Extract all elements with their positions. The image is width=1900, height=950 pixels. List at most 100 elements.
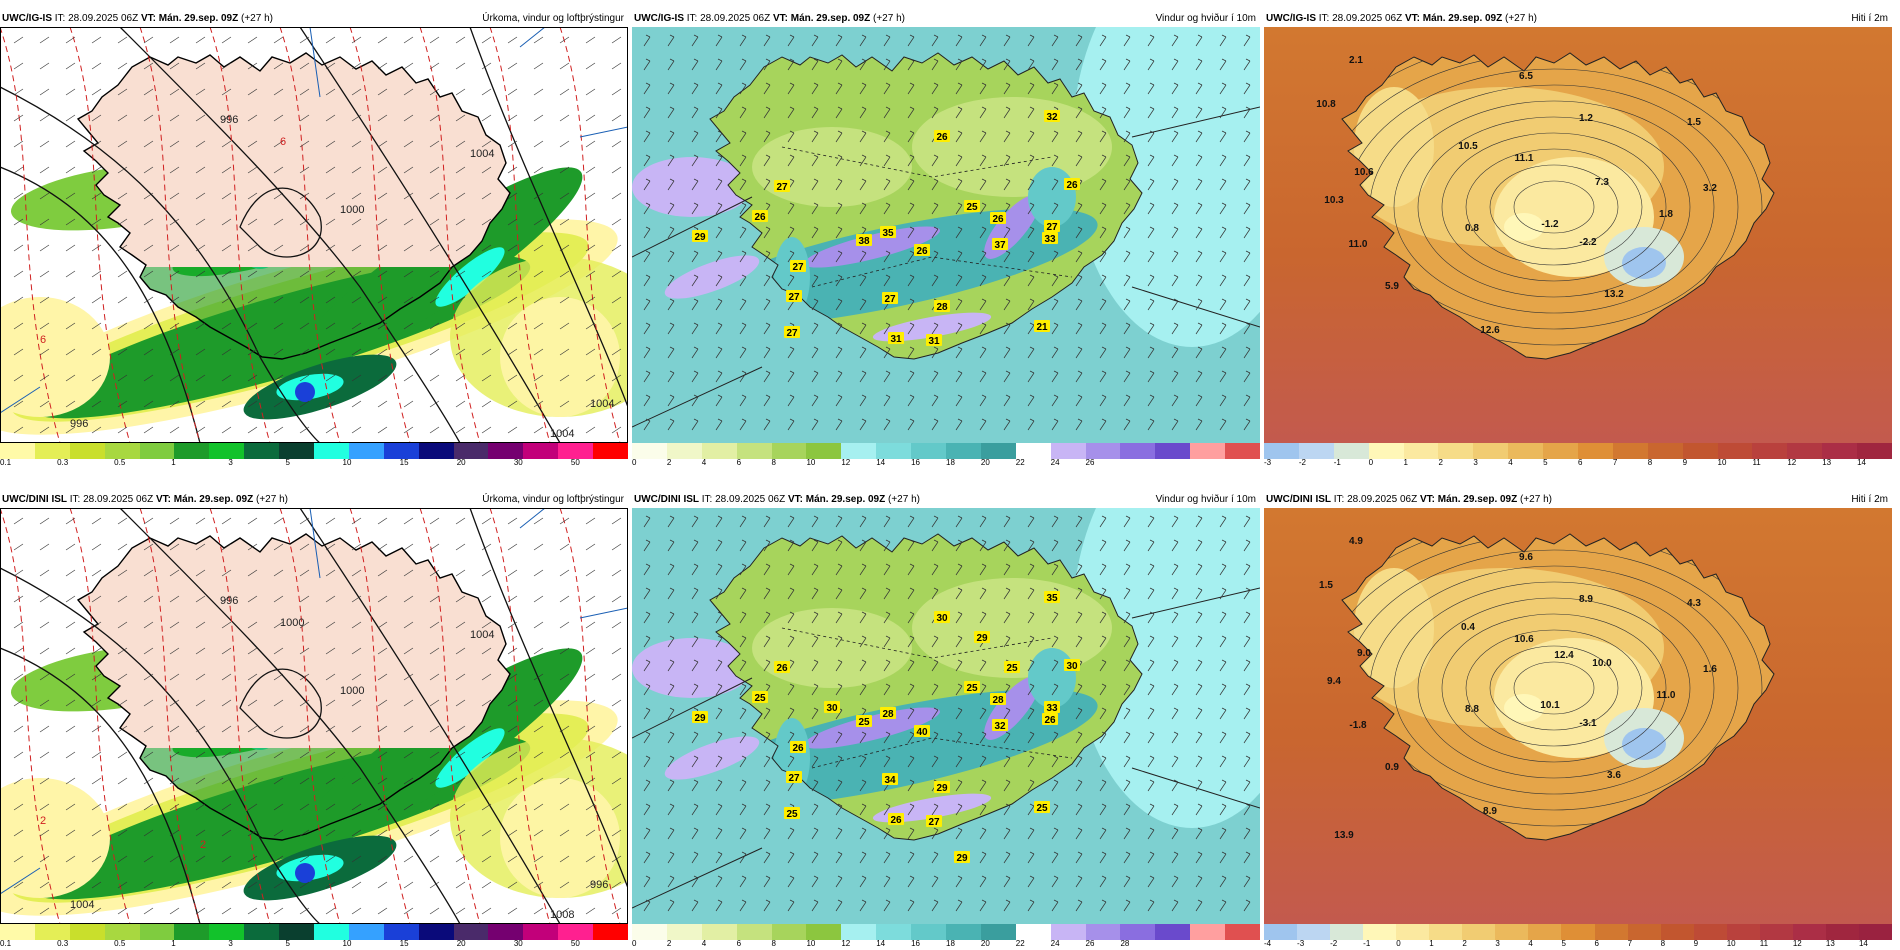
- gust-label: 31: [890, 334, 902, 345]
- colorbar-tick: 4: [1508, 458, 1513, 467]
- colorbar-swatch: [736, 443, 773, 459]
- gust-label: 27: [788, 773, 800, 784]
- temp-label: 11.0: [1349, 239, 1368, 250]
- colorbar-tick: -3: [1297, 939, 1305, 948]
- panel-title-text: Hiti í 2m: [1851, 494, 1888, 505]
- colorbar-tick: 0: [1396, 939, 1401, 948]
- colorbar-tick: 50: [570, 939, 580, 948]
- colorbar-swatch: [771, 443, 807, 459]
- gust-label: 26: [754, 212, 766, 223]
- colorbar-swatch: [104, 443, 141, 459]
- colorbar-tick: 7: [1627, 939, 1633, 948]
- colorbar-tick: 24: [1050, 458, 1060, 467]
- isobar-label: 1000: [280, 617, 304, 629]
- panel-title: Úrkoma, vindur og loftþrýstingur: [482, 492, 624, 508]
- colorbar-tick: 1: [171, 458, 176, 467]
- gust-label: 29: [936, 783, 948, 794]
- gust-label: 27: [788, 292, 800, 303]
- gust-label: 28: [936, 302, 948, 313]
- colorbar-swatch: [1429, 924, 1463, 940]
- panel-title: Hiti í 2m: [1851, 492, 1888, 508]
- gust-label-box: [786, 290, 802, 302]
- colorbar-tick: 8: [1647, 458, 1653, 467]
- colorbar-swatch: [1682, 443, 1719, 459]
- colorbar-swatch: [69, 443, 106, 459]
- colorbar-swatch: [736, 924, 773, 940]
- gust-label: 33: [1044, 234, 1056, 245]
- colorbar-swatch: [488, 443, 524, 459]
- colorbar-swatch: [1438, 443, 1474, 459]
- gust-label-box: [914, 725, 930, 737]
- colorbar-swatch: [1225, 443, 1261, 459]
- colorbar-swatch: [593, 924, 629, 940]
- colorbar-tick: 1: [1403, 458, 1408, 467]
- gust-label: 26: [890, 815, 902, 826]
- temp-label: 1.6: [1703, 664, 1717, 675]
- gust-label-box: [990, 693, 1006, 705]
- gust-label-box: [990, 212, 1006, 224]
- gust-label-box: [880, 226, 896, 238]
- colorbar-swatch: [139, 443, 175, 459]
- map-svg: 27 26 29 27 27 27 38 35 26 27 31 28 31 26 26 32 26 25 37 33…: [632, 27, 1260, 443]
- temp-label: -3.1: [1579, 718, 1597, 729]
- colorbar-swatch: [1858, 924, 1893, 940]
- panel-header-left: UWC/DINI ISL IT: 28.09.2025 06Z VT: Mán.…: [1266, 492, 1552, 508]
- colorbar: -3 -2 -1 0 1 2 3 4 5 6 7 8 9 10 11 12 13 14: [1264, 443, 1893, 467]
- colorbar-tick: 0.5: [114, 458, 126, 467]
- colorbar-swatch: [632, 443, 668, 459]
- panel-header: UWC/DINI ISL IT: 28.09.2025 06Z VT: Mán.…: [632, 492, 1260, 508]
- colorbar-tick: 2: [666, 939, 672, 948]
- colorbar-swatch: [593, 443, 629, 459]
- isobar-label: 996: [220, 114, 238, 126]
- colorbar-tick: 4: [701, 458, 707, 467]
- colorbar-swatch: [632, 924, 668, 940]
- gust-label: 26: [1044, 715, 1056, 726]
- colorbar-swatch: [418, 443, 455, 459]
- colorbar-tick: 10: [806, 939, 816, 948]
- model-name: UWC/DINI ISL: [1266, 494, 1331, 505]
- gust-label: 35: [882, 228, 894, 239]
- gust-label-box: [880, 707, 896, 719]
- colorbar-swatch: [1612, 443, 1649, 459]
- model-name: UWC/IG-IS: [1266, 13, 1316, 24]
- isobar-label: 1004: [470, 148, 494, 160]
- gust-label-box: [856, 234, 872, 246]
- gust-label-box: [882, 292, 898, 304]
- model-name: UWC/IG-IS: [634, 13, 684, 24]
- gust-label-box: [856, 715, 872, 727]
- colorbar-tick: 28: [1120, 939, 1130, 948]
- gust-label-box: [926, 334, 942, 346]
- colorbar-swatch: [806, 924, 842, 940]
- gust-label: 25: [966, 683, 978, 694]
- gust-label-box: [1042, 713, 1058, 725]
- gust-label-box: [790, 260, 806, 272]
- gust-label: 27: [786, 328, 798, 339]
- colorbar-swatch: [453, 924, 489, 940]
- lead-time: (+27 h): [1520, 494, 1552, 505]
- colorbar-swatch: [1759, 924, 1794, 940]
- temp-label: 12.4: [1554, 650, 1574, 661]
- gust-label: 40: [916, 727, 928, 738]
- temp-label: 1.2: [1579, 113, 1593, 124]
- colorbar-tick: 12: [841, 939, 851, 948]
- temp-label: 0.9: [1385, 762, 1399, 773]
- temp-label: 10.0: [1592, 658, 1612, 669]
- gust-label: 28: [992, 695, 1004, 706]
- gust-label-box: [784, 807, 800, 819]
- colorbar-tick: -1: [1363, 939, 1371, 948]
- valid-label: VT:: [772, 13, 788, 24]
- gust-label-box: [784, 326, 800, 338]
- temp-label: 13.9: [1334, 830, 1354, 841]
- temp-label: 11.1: [1515, 153, 1534, 164]
- isobar-label: 1008: [550, 909, 574, 921]
- colorbar-tick: 20: [456, 458, 466, 467]
- panel-header-left: UWC/IG-IS IT: 28.09.2025 06Z VT: Mán. 29…: [1266, 11, 1537, 27]
- colorbar-tick: 12: [1787, 458, 1797, 467]
- gust-label-box: [934, 300, 950, 312]
- temp-label: 6.5: [1519, 71, 1533, 82]
- temp-label: 1.8: [1659, 209, 1673, 220]
- gust-label: 27: [928, 817, 940, 828]
- colorbar-swatch: [1473, 443, 1509, 459]
- valid-time: Mán. 29.sep. 09Z: [158, 13, 239, 24]
- temp-label: -1.8: [1349, 720, 1367, 731]
